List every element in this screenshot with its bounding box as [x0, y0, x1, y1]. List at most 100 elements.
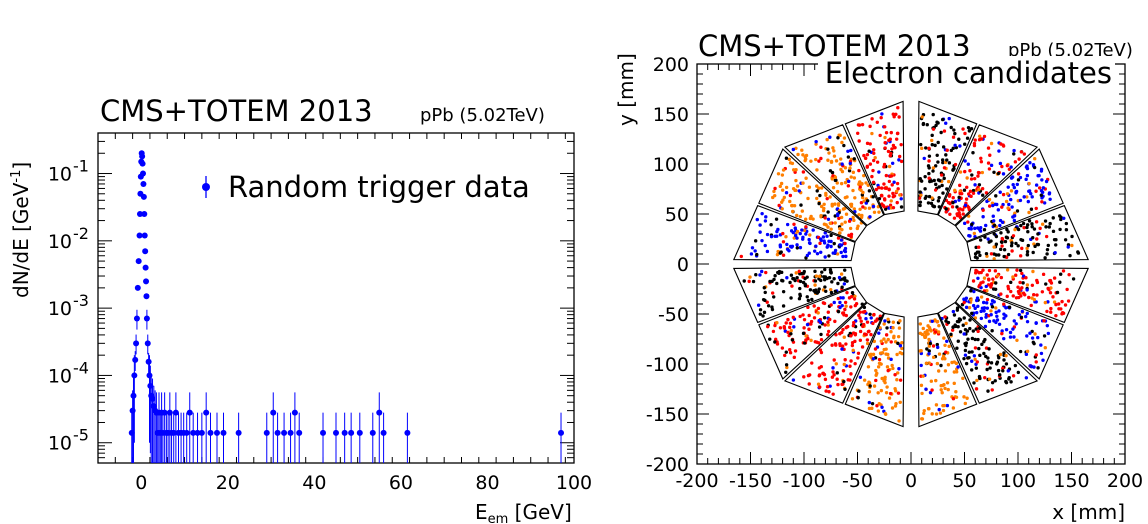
electron-candidate [751, 279, 756, 284]
electron-candidate [884, 340, 888, 344]
data-point [133, 315, 140, 322]
electron-candidate [1005, 268, 1010, 272]
electron-candidate [1022, 195, 1026, 199]
electron-candidate [828, 195, 832, 199]
electron-candidate [807, 373, 812, 377]
electron-candidate [769, 234, 774, 239]
electron-candidate [954, 390, 958, 394]
electron-candidate [795, 276, 799, 280]
electron-candidate [806, 336, 810, 341]
electron-candidate [1066, 245, 1070, 249]
electron-candidate [823, 216, 827, 220]
electron-candidate [1012, 319, 1016, 323]
electron-candidate [861, 310, 866, 314]
data-point [320, 429, 327, 436]
electron-candidate [872, 158, 876, 163]
electron-candidate [937, 185, 941, 189]
electron-candidate [918, 322, 923, 326]
electron-candidate [1009, 189, 1014, 193]
electron-candidate [986, 389, 990, 393]
electron-candidate [815, 291, 819, 295]
electron-candidate [1011, 234, 1016, 238]
electron-candidate [937, 195, 941, 200]
electron-candidate [1008, 335, 1013, 339]
right-x-axis-title: x [mm] [1052, 500, 1125, 524]
electron-candidate [804, 217, 808, 221]
electron-candidate [1022, 225, 1026, 230]
electron-candidate [818, 320, 823, 325]
electron-candidate [973, 183, 977, 187]
electron-candidate [1033, 157, 1037, 161]
electron-candidate [956, 365, 960, 369]
electron-candidate [1025, 173, 1030, 178]
electron-candidate [897, 154, 902, 159]
electron-candidate [1025, 334, 1029, 338]
electron-candidate [882, 162, 887, 167]
electron-candidate [1045, 252, 1049, 256]
electron-candidate [1000, 205, 1004, 209]
electron-candidate [937, 407, 941, 412]
electron-candidate [898, 193, 902, 197]
electron-candidate [932, 178, 936, 183]
electron-candidate [976, 174, 980, 178]
detector-segment [783, 302, 885, 404]
electron-candidate [942, 166, 947, 170]
electron-candidate [825, 137, 829, 142]
electron-candidate [817, 201, 821, 206]
electron-candidate [819, 156, 823, 161]
electron-candidate [953, 323, 957, 327]
electron-candidate [934, 378, 938, 383]
electron-candidate [890, 161, 895, 166]
electron-candidate [980, 187, 985, 191]
electron-candidate [971, 151, 975, 155]
electron-candidate [992, 170, 996, 174]
electron-candidate [946, 179, 951, 184]
electron-candidate [1027, 181, 1031, 186]
electron-candidate [943, 369, 948, 373]
electron-candidate [973, 306, 977, 311]
electron-candidate [789, 332, 793, 336]
detector-segment [966, 204, 1090, 262]
electron-candidate [798, 245, 803, 250]
electron-candidate [986, 161, 991, 165]
electron-candidate [877, 331, 881, 335]
electron-candidate [939, 388, 943, 392]
electron-candidate [977, 245, 981, 249]
electron-candidate [1014, 273, 1018, 277]
electron-candidate [1058, 227, 1062, 232]
electron-candidate [802, 341, 807, 345]
electron-candidate [807, 241, 812, 245]
electron-candidate [889, 174, 894, 178]
electron-candidate [884, 347, 888, 351]
electron-candidate [802, 317, 807, 322]
electron-candidate [837, 216, 841, 221]
electron-candidate [841, 369, 846, 373]
electron-candidate [862, 332, 867, 336]
electron-candidate [983, 375, 987, 380]
electron-candidate [962, 395, 966, 399]
y-tick-label: -200 [646, 454, 689, 476]
electron-candidate [883, 380, 887, 385]
electron-candidate [761, 314, 765, 318]
electron-candidate [1006, 369, 1010, 373]
electron-candidate [966, 125, 971, 130]
electron-candidate [939, 383, 943, 388]
electron-candidate [955, 308, 960, 312]
electron-candidate [969, 177, 974, 181]
electron-candidate [839, 272, 844, 276]
electron-candidate [862, 173, 866, 178]
electron-candidate [1031, 250, 1035, 255]
electron-candidate [921, 374, 925, 378]
electron-candidate [968, 169, 972, 173]
electron-candidate [889, 340, 893, 344]
electron-candidate [958, 183, 962, 188]
electron-candidate [817, 366, 822, 370]
electron-candidate [1047, 225, 1052, 229]
electron-candidate [985, 367, 989, 372]
electron-candidate [878, 133, 882, 138]
electron-candidate [844, 342, 848, 346]
electron-candidate [941, 145, 946, 149]
electron-candidate [795, 236, 799, 240]
electron-candidate [1018, 349, 1023, 354]
electron-candidate [872, 384, 877, 388]
